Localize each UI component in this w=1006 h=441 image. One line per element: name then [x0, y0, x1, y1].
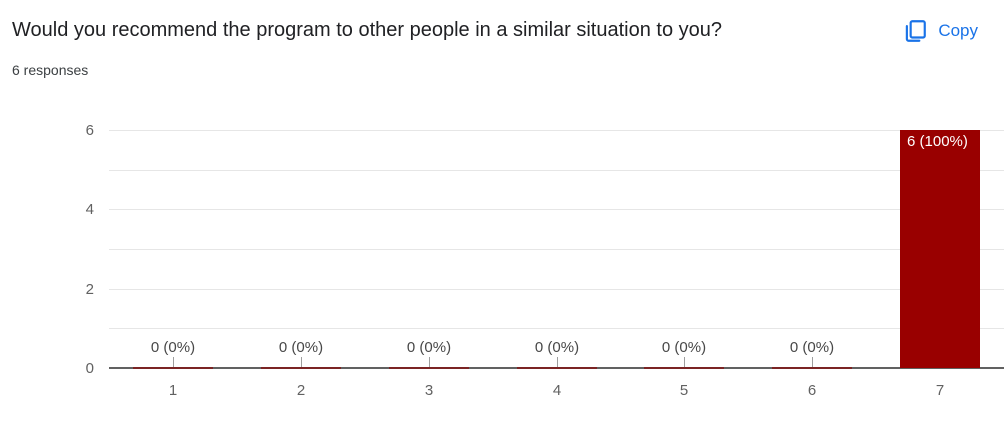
bar-category-5[interactable]	[644, 367, 724, 369]
bar-category-4[interactable]	[517, 367, 597, 369]
x-axis-tick-label: 4	[552, 382, 562, 399]
copy-button[interactable]: Copy	[896, 14, 984, 48]
gridline	[109, 328, 1004, 329]
gridline	[109, 170, 1004, 171]
bar-value-label: 0 (0%)	[789, 339, 835, 356]
y-axis-tick-label: 4	[85, 201, 94, 218]
annotation-stem	[301, 357, 302, 367]
y-axis-tick-label: 6	[85, 122, 94, 139]
gridline	[109, 130, 1004, 131]
bar-value-label: 0 (0%)	[534, 339, 580, 356]
gridline	[109, 289, 1004, 290]
bar-category-6[interactable]	[772, 367, 852, 369]
annotation-stem	[429, 357, 430, 367]
y-axis-tick-label: 0	[85, 360, 94, 377]
annotation-stem	[557, 357, 558, 367]
bar-category-7[interactable]	[900, 130, 980, 368]
annotation-stem	[173, 357, 174, 367]
copy-button-label: Copy	[938, 21, 978, 40]
annotation-stem	[684, 357, 685, 367]
bar-value-label: 6 (100%)	[907, 133, 968, 150]
x-axis-tick-label: 1	[168, 382, 178, 399]
gridline	[109, 209, 1004, 210]
bar-category-2[interactable]	[261, 367, 341, 369]
x-axis-tick-label: 3	[424, 382, 434, 399]
x-axis-tick-label: 2	[296, 382, 306, 399]
bar-value-label: 0 (0%)	[278, 339, 324, 356]
bar-value-label: 0 (0%)	[661, 339, 707, 356]
x-axis-tick-label: 5	[679, 382, 689, 399]
question-title: Would you recommend the program to other…	[12, 19, 723, 41]
gridline	[109, 249, 1004, 250]
bar-value-label: 0 (0%)	[406, 339, 452, 356]
x-axis-tick-label: 7	[935, 382, 945, 399]
bar-value-label: 0 (0%)	[150, 339, 196, 356]
annotation-stem	[812, 357, 813, 367]
copy-icon	[902, 18, 928, 44]
responses-count: 6 responses	[12, 62, 89, 78]
x-axis-tick-label: 6	[807, 382, 817, 399]
bar-category-3[interactable]	[389, 367, 469, 369]
y-axis-tick-label: 2	[85, 281, 94, 298]
bar-category-1[interactable]	[133, 367, 213, 369]
